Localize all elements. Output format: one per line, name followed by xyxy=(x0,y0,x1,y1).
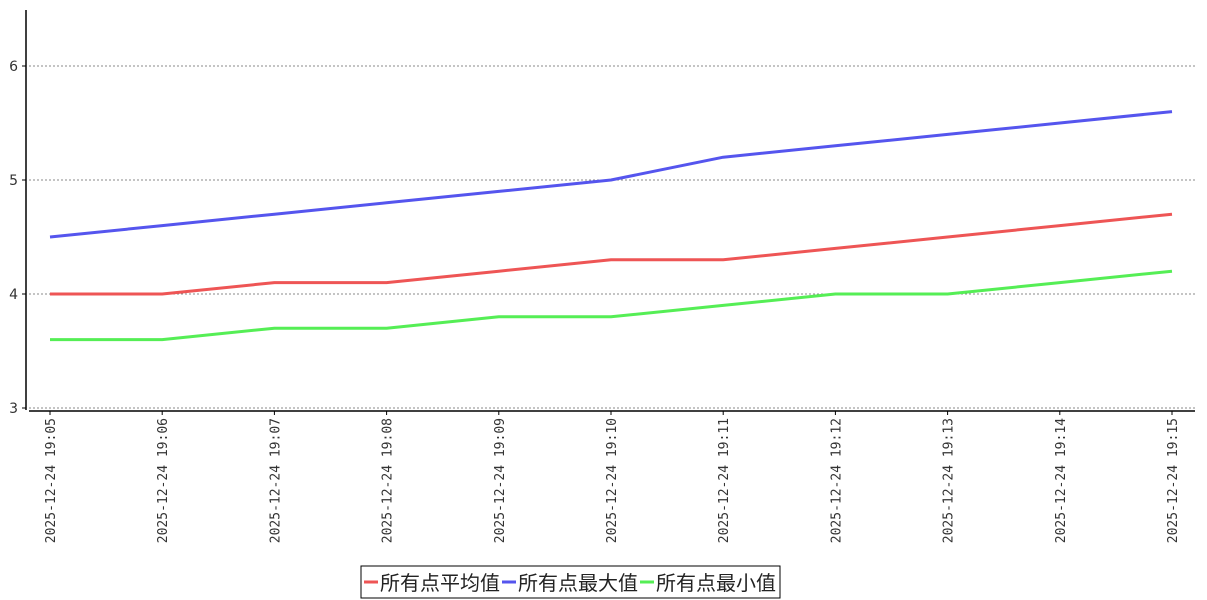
x-tick-label: 2025-12-24 19:08 xyxy=(381,418,396,543)
x-tick-label: 2025-12-24 19:12 xyxy=(829,418,844,543)
legend-label: 所有点最大值 xyxy=(518,571,638,595)
x-tick-label: 2025-12-24 19:05 xyxy=(44,418,59,543)
series-lines xyxy=(49,110,1173,342)
y-tick-label: 3 xyxy=(9,401,18,417)
x-tick-label: 2025-12-24 19:15 xyxy=(1166,418,1181,543)
y-axis-ticks: 3 4 5 6 xyxy=(9,59,26,417)
series-line xyxy=(50,212,1173,296)
x-tick-label: 2025-12-24 19:07 xyxy=(268,418,283,543)
series-line xyxy=(49,110,1173,239)
gridlines xyxy=(29,65,1195,409)
y-tick-label: 6 xyxy=(9,59,18,75)
x-tick-label: 2025-12-24 19:10 xyxy=(605,418,620,543)
y-tick-label: 5 xyxy=(9,173,18,189)
legend-box xyxy=(360,565,781,599)
x-tick-label: 2025-12-24 19:13 xyxy=(942,418,957,543)
series-line xyxy=(50,269,1173,342)
legend-label: 所有点最小值 xyxy=(656,571,776,595)
x-tick-label: 2025-12-24 19:14 xyxy=(1054,418,1069,543)
x-tick-label: 2025-12-24 19:09 xyxy=(493,418,508,543)
x-tick-label: 2025-12-24 19:06 xyxy=(156,418,171,543)
legend: 所有点平均值 所有点最大值 所有点最小值 xyxy=(360,565,781,599)
x-axis-ticks: 2025-12-24 19:05 2025-12-24 19:06 2025-12-… xyxy=(44,411,1181,543)
y-tick-label: 4 xyxy=(9,287,18,303)
legend-label: 所有点平均值 xyxy=(380,571,500,595)
x-tick-label: 2025-12-24 19:11 xyxy=(717,418,732,543)
